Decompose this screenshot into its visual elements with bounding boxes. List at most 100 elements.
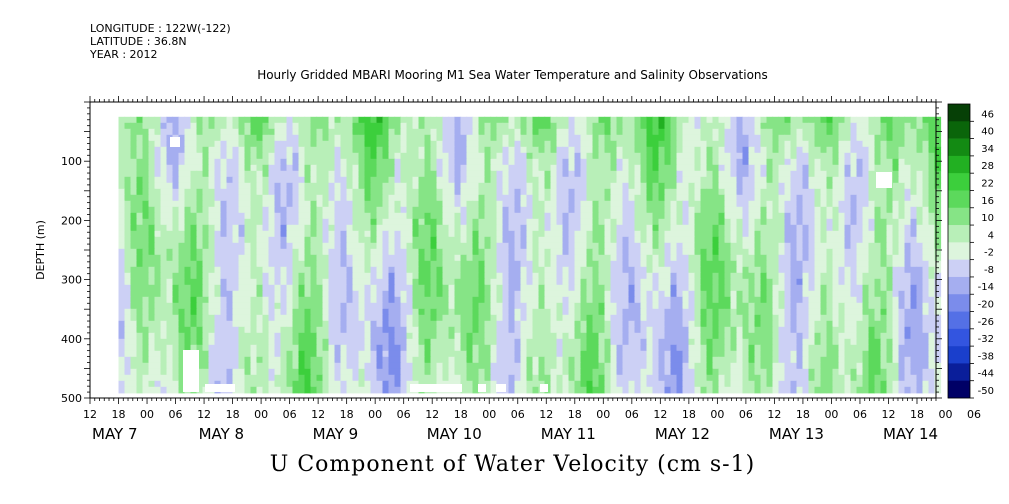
heatmap-cell — [370, 314, 378, 322]
heatmap-cell — [304, 182, 312, 190]
heatmap-cell — [220, 236, 228, 244]
heatmap-cell — [526, 302, 534, 310]
heatmap-cell — [316, 194, 324, 202]
heatmap-cell — [616, 254, 624, 262]
heatmap-cell — [274, 242, 282, 250]
heatmap-cell — [268, 182, 276, 190]
heatmap-cell — [568, 134, 576, 142]
heatmap-cell — [604, 134, 612, 142]
heatmap-cell — [418, 302, 426, 310]
heatmap-cell — [844, 248, 852, 256]
heatmap-cell — [400, 320, 408, 328]
heatmap-cell — [466, 116, 474, 124]
heatmap-cell — [226, 206, 234, 214]
heatmap-cell — [820, 212, 828, 220]
heatmap-cell — [598, 116, 606, 124]
heatmap-cell — [742, 260, 750, 268]
heatmap-cell — [742, 284, 750, 292]
heatmap-cell — [466, 272, 474, 280]
heatmap-cell — [658, 302, 666, 310]
heatmap-cell — [160, 158, 168, 166]
heatmap-cell — [874, 320, 882, 328]
heatmap-cell — [538, 248, 546, 256]
heatmap-cell — [922, 158, 930, 166]
heatmap-cell — [472, 128, 480, 136]
heatmap-cell — [178, 134, 186, 142]
heatmap-cell — [478, 176, 486, 184]
heatmap-cell — [646, 128, 654, 136]
heatmap-cell — [598, 296, 606, 304]
heatmap-cell — [688, 116, 696, 124]
heatmap-cell — [304, 242, 312, 250]
heatmap-cell — [442, 242, 450, 250]
heatmap-cell — [634, 314, 642, 322]
heatmap-cell — [604, 122, 612, 130]
heatmap-cell — [922, 128, 930, 136]
heatmap-cell — [832, 194, 840, 202]
heatmap-cell — [892, 128, 900, 136]
heatmap-cell — [280, 314, 288, 322]
heatmap-cell — [520, 284, 528, 292]
heatmap-cell — [562, 290, 570, 298]
heatmap-cell — [820, 122, 828, 130]
heatmap-cell — [502, 188, 510, 196]
heatmap-cell — [472, 200, 480, 208]
heatmap-cell — [592, 260, 600, 268]
heatmap-cell — [166, 194, 174, 202]
heatmap-cell — [142, 272, 150, 280]
heatmap-cell — [172, 188, 180, 196]
heatmap-cell — [406, 320, 414, 328]
heatmap-cell — [460, 284, 468, 292]
heatmap-cell — [556, 266, 564, 274]
heatmap-cell — [916, 296, 924, 304]
heatmap-cell — [556, 224, 564, 232]
heatmap-cell — [136, 242, 144, 250]
heatmap-cell — [490, 326, 498, 334]
heatmap-cell — [310, 194, 318, 202]
heatmap-cell — [808, 278, 816, 286]
heatmap-cell — [682, 194, 690, 202]
heatmap-cell — [322, 320, 330, 328]
heatmap-cell — [406, 194, 414, 202]
heatmap-cell — [802, 212, 810, 220]
heatmap-cell — [580, 260, 588, 268]
heatmap-cell — [934, 314, 942, 322]
heatmap-cell — [190, 254, 198, 262]
heatmap-cell — [826, 164, 834, 172]
heatmap-cell — [772, 152, 780, 160]
heatmap-cell — [760, 224, 768, 232]
heatmap-cell — [220, 260, 228, 268]
heatmap-cell — [166, 128, 174, 136]
heatmap-cell — [928, 128, 936, 136]
heatmap-cell — [898, 320, 906, 328]
heatmap-cell — [694, 284, 702, 292]
heatmap-cell — [232, 314, 240, 322]
heatmap-cell — [514, 308, 522, 316]
heatmap-cell — [832, 116, 840, 124]
heatmap-cell — [310, 320, 318, 328]
heatmap-cell — [466, 152, 474, 160]
heatmap-cell — [448, 158, 456, 166]
heatmap-cell — [664, 290, 672, 298]
heatmap-cell — [226, 260, 234, 268]
heatmap-cell — [772, 206, 780, 214]
heatmap-cell — [394, 152, 402, 160]
heatmap-cell — [532, 314, 540, 322]
heatmap-cell — [772, 116, 780, 124]
heatmap-cell — [802, 128, 810, 136]
heatmap-cell — [424, 122, 432, 130]
heatmap-cell — [364, 140, 372, 148]
heatmap-cell — [454, 152, 462, 160]
heatmap-cell — [544, 188, 552, 196]
heatmap-cell — [322, 140, 330, 148]
heatmap-cell — [478, 320, 486, 328]
heatmap-cell — [472, 164, 480, 172]
heatmap-cell — [376, 278, 384, 286]
heatmap-cell — [358, 158, 366, 166]
heatmap-cell — [376, 314, 384, 322]
heatmap-cell — [358, 218, 366, 226]
heatmap-cell — [478, 182, 486, 190]
heatmap-cell — [328, 146, 336, 154]
heatmap-cell — [256, 272, 264, 280]
heatmap-cell — [730, 194, 738, 202]
